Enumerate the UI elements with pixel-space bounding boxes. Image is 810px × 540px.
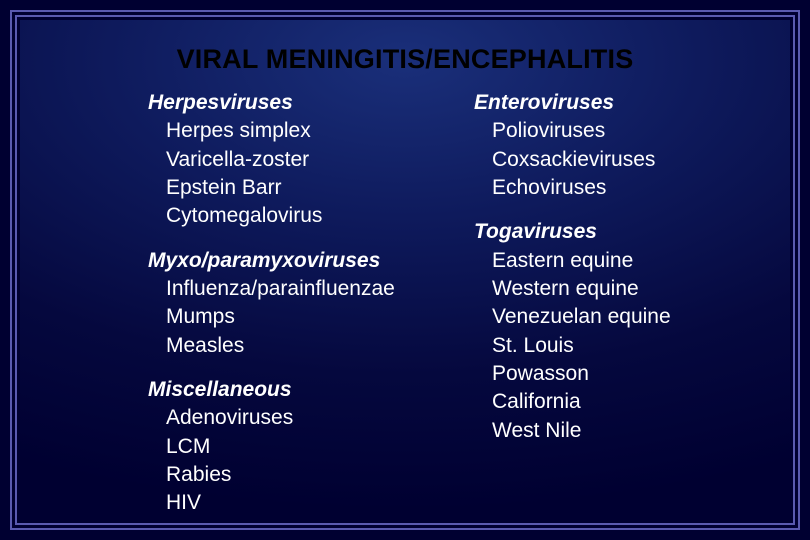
list-item: California <box>474 388 760 416</box>
list-item: Epstein Barr <box>148 174 434 202</box>
list-item: Polioviruses <box>474 117 760 145</box>
list-item: Influenza/parainfluenzae <box>148 275 434 303</box>
slide-outer-frame: VIRAL MENINGITIS/ENCEPHALITIS Herpesviru… <box>0 0 810 540</box>
slide-body: VIRAL MENINGITIS/ENCEPHALITIS Herpesviru… <box>20 20 790 520</box>
group-heading: Myxo/paramyxoviruses <box>148 247 434 275</box>
right-column: Enteroviruses Polioviruses Coxsackieviru… <box>474 89 760 534</box>
list-item: Powasson <box>474 360 760 388</box>
list-item: Coxsackieviruses <box>474 146 760 174</box>
list-item: Venezuelan equine <box>474 303 760 331</box>
group-heading: Miscellaneous <box>148 376 434 404</box>
list-item: Cytomegalovirus <box>148 202 434 230</box>
list-item: Rabies <box>148 461 434 489</box>
list-item: Echoviruses <box>474 174 760 202</box>
group-enteroviruses: Enteroviruses Polioviruses Coxsackieviru… <box>474 89 760 202</box>
list-item: HIV <box>148 489 434 517</box>
content-columns: Herpesviruses Herpes simplex Varicella-z… <box>50 89 760 534</box>
left-column: Herpesviruses Herpes simplex Varicella-z… <box>148 89 434 534</box>
group-togaviruses: Togaviruses Eastern equine Western equin… <box>474 218 760 445</box>
group-heading: Herpesviruses <box>148 89 434 117</box>
group-herpesviruses: Herpesviruses Herpes simplex Varicella-z… <box>148 89 434 231</box>
slide-border-inner: VIRAL MENINGITIS/ENCEPHALITIS Herpesviru… <box>15 15 795 525</box>
list-item: LCM <box>148 433 434 461</box>
group-heading: Enteroviruses <box>474 89 760 117</box>
slide-title: VIRAL MENINGITIS/ENCEPHALITIS <box>50 44 760 75</box>
list-item: Mumps <box>148 303 434 331</box>
list-item: Western equine <box>474 275 760 303</box>
list-item: Varicella-zoster <box>148 146 434 174</box>
list-item: West Nile <box>474 417 760 445</box>
list-item: Herpes simplex <box>148 117 434 145</box>
list-item: Measles <box>148 332 434 360</box>
list-item: Adenoviruses <box>148 404 434 432</box>
group-myxo: Myxo/paramyxoviruses Influenza/parainflu… <box>148 247 434 360</box>
list-item: St. Louis <box>474 332 760 360</box>
group-heading: Togaviruses <box>474 218 760 246</box>
slide-border-outer: VIRAL MENINGITIS/ENCEPHALITIS Herpesviru… <box>10 10 800 530</box>
list-item: Eastern equine <box>474 247 760 275</box>
group-misc: Miscellaneous Adenoviruses LCM Rabies HI… <box>148 376 434 518</box>
